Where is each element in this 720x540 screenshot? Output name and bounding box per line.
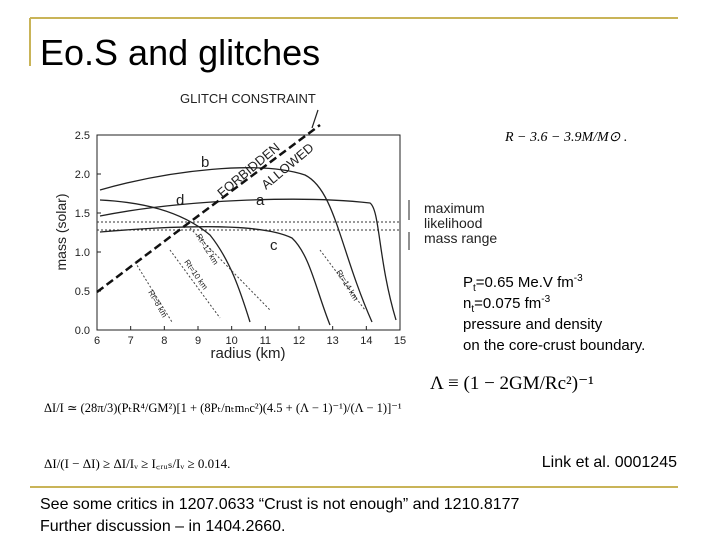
y-axis-label: mass (solar) — [53, 193, 69, 270]
x-axis-label: radius (km) — [210, 345, 285, 362]
range-label: mass range — [424, 230, 497, 246]
equation: ΔI/I ≃ (28π/3)(PₜR⁴/GM²)[1 + (8Pₜ/nₜmₙc²… — [44, 401, 402, 415]
y-tick-label: 1.0 — [75, 247, 90, 259]
text: =0.65 Me.V fm — [476, 274, 574, 291]
curve — [99, 199, 251, 323]
x-tick-label: 7 — [128, 335, 134, 347]
curve-label: d — [176, 192, 184, 209]
equation: R − 3.6 − 3.9M/M⊙ . — [504, 130, 627, 145]
citation: Link et al. 0001245 — [542, 454, 677, 471]
range-label: maximum — [424, 200, 485, 216]
superscript: -3 — [574, 273, 583, 284]
symbol: n — [463, 295, 471, 312]
slide-title: Eo.S and glitches — [40, 32, 320, 73]
glitch-line — [96, 123, 321, 293]
x-tick-label: 13 — [327, 335, 339, 347]
note-line: on the core-crust boundary. — [463, 337, 645, 354]
x-tick-label: 14 — [360, 335, 372, 347]
note-line: pressure and density — [463, 316, 603, 333]
curve-label: a — [256, 192, 265, 209]
note-line: nt=0.075 fm-3 — [463, 294, 551, 315]
y-tick-label: 0.0 — [75, 325, 90, 337]
x-tick-label: 11 — [260, 335, 271, 347]
y-tick-label: 2.0 — [75, 169, 90, 181]
figure-title: GLITCH CONSTRAINT — [180, 91, 316, 106]
curve — [99, 198, 397, 321]
x-tick-label: 10 — [226, 335, 238, 347]
curve — [99, 226, 331, 326]
curve-label: c — [270, 237, 278, 254]
subscript: t — [473, 283, 476, 294]
superscript: -3 — [541, 294, 550, 305]
symbol: P — [463, 274, 473, 291]
range-label: likelihood — [424, 215, 482, 231]
x-tick-label: 6 — [94, 335, 100, 347]
curve — [99, 167, 373, 323]
note-line: Pt=0.65 Me.V fm-3 — [463, 273, 583, 294]
arrow — [311, 109, 319, 129]
footer-line: See some critics in 1207.0633 “Crust is … — [40, 496, 520, 513]
y-tick-label: 2.5 — [75, 130, 90, 142]
x-tick-label: 12 — [293, 335, 305, 347]
footer-line: Further discussion – in 1404.2660. — [40, 518, 285, 535]
y-tick-label: 0.5 — [75, 286, 90, 298]
equation: ΔI/(I − ΔI) ≥ ΔI/Iᵥ ≥ I꜀ᵣᵤₛ/Iᵥ ≥ 0.014. — [44, 456, 230, 471]
text: =0.075 fm — [474, 295, 541, 312]
equation: Λ ≡ (1 − 2GM/Rc²)⁻¹ — [430, 373, 594, 394]
x-tick-label: 8 — [161, 335, 167, 347]
curve-label: b — [201, 154, 209, 171]
notes: Pt=0.65 Me.V fm-3 nt=0.075 fm-3 pressure… — [463, 273, 645, 354]
x-tick-label: 9 — [195, 335, 201, 347]
y-tick-label: 1.5 — [75, 208, 90, 220]
plot-frame — [96, 134, 401, 331]
subscript: t — [471, 304, 474, 315]
x-tick-label: 15 — [394, 335, 406, 347]
